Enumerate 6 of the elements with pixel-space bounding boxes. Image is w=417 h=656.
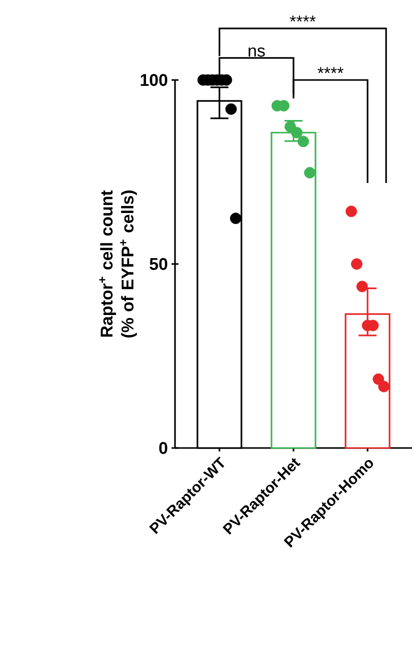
- text: ns: [248, 47, 265, 57]
- y-tick-label: 0: [159, 442, 168, 454]
- y-tick-label: 50: [150, 258, 168, 270]
- y-tick-label: 100: [140, 74, 168, 86]
- text: ****: [318, 67, 344, 74]
- text: ****: [290, 16, 316, 22]
